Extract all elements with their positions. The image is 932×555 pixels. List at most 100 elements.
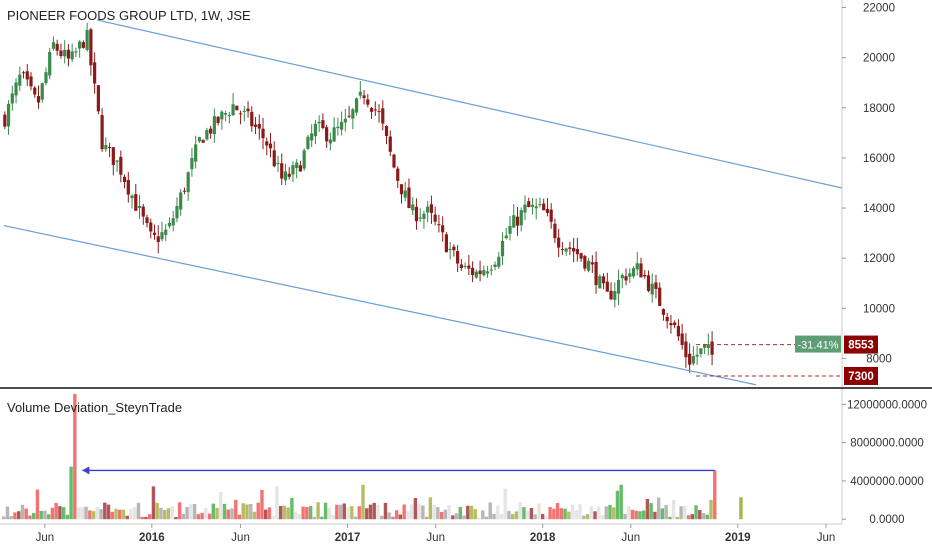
candle-body [500,240,505,257]
candle [224,110,228,122]
volume-bar [432,505,436,520]
candle [658,282,662,306]
volume-bar [626,506,631,520]
candle-body [235,105,239,111]
candle [411,197,415,216]
volume-bar [353,516,358,520]
candle [276,155,280,172]
volume-bar [170,506,174,520]
candle-body [340,121,344,130]
candle-body [25,71,29,80]
volume-bar [574,510,579,520]
candle-body [246,108,250,112]
candle [512,203,516,228]
candle [530,197,535,215]
candle [628,268,632,284]
candle [81,40,85,49]
volume-bar [249,503,253,520]
volume-bar [383,502,388,520]
candle-body [156,236,160,243]
candle-body [354,98,359,113]
candle [36,85,41,109]
candle [104,137,108,152]
candle-body [3,114,7,127]
candle [695,346,699,365]
volume-bar [623,513,627,520]
x-tick-label: Jun [622,532,641,544]
candle [575,237,579,262]
volume-bar [593,511,597,520]
candle-body [433,214,437,222]
candle-body [197,137,202,142]
price-label: 7300 [844,366,878,385]
candle [676,319,681,341]
volume-bar [189,504,193,520]
candle [441,216,445,242]
candle-body [145,217,149,224]
candle-body [586,260,591,271]
volume-bar [424,516,429,520]
candle-body [478,270,482,275]
volume-bar [99,509,103,520]
candle-body [377,111,381,113]
candle-body [407,187,411,209]
volume-bar [177,502,182,520]
candle [347,106,351,119]
candle-body [504,235,508,239]
volume-bar [484,516,489,520]
volume-bar [454,513,459,520]
candle-body [336,126,340,129]
candle [613,282,617,308]
candle-body [665,316,669,322]
candle-body [616,279,621,294]
candle-body [115,160,119,162]
candle [107,142,112,158]
candle-body [347,115,351,117]
volume-bar [110,511,114,520]
candle [74,47,78,57]
y-tick-label: 18000 [863,103,895,115]
volume-bar [439,511,444,520]
candle [51,36,56,51]
candle-body [332,127,336,142]
volume-bar [604,506,608,520]
candle [100,108,104,152]
candle [500,232,505,266]
candle [126,172,130,203]
candle [141,203,145,225]
candle [523,195,527,221]
volume-bar [133,507,137,520]
candle-body [33,87,37,95]
volume-bar [290,497,294,520]
candle [504,227,508,240]
candle [149,218,153,239]
candle-body [59,50,63,56]
volume-bar [496,505,500,520]
candle-body [497,256,501,267]
candle-body [441,225,445,233]
volume-bar [271,515,275,520]
candle [493,261,497,271]
candle [29,72,33,91]
candle-body [201,140,205,143]
volume-bar [709,499,713,520]
volume-reference [82,466,715,475]
volume-bar [428,497,433,520]
volume-bar [316,502,320,520]
volume-bar [492,514,496,520]
volume-bar [686,515,691,520]
candle [21,70,26,79]
candle-body [107,147,112,149]
volume-y-tick-label: 12000000.0000 [847,399,927,411]
candle [549,203,553,229]
candle-body [489,269,493,271]
candle [280,153,284,185]
candle-body [609,290,613,300]
x-tick-label: Jun [36,532,55,544]
volume-bar [323,502,328,520]
candle [321,113,325,130]
candle [366,93,370,108]
candle [448,241,452,260]
volume-bar [342,503,346,520]
